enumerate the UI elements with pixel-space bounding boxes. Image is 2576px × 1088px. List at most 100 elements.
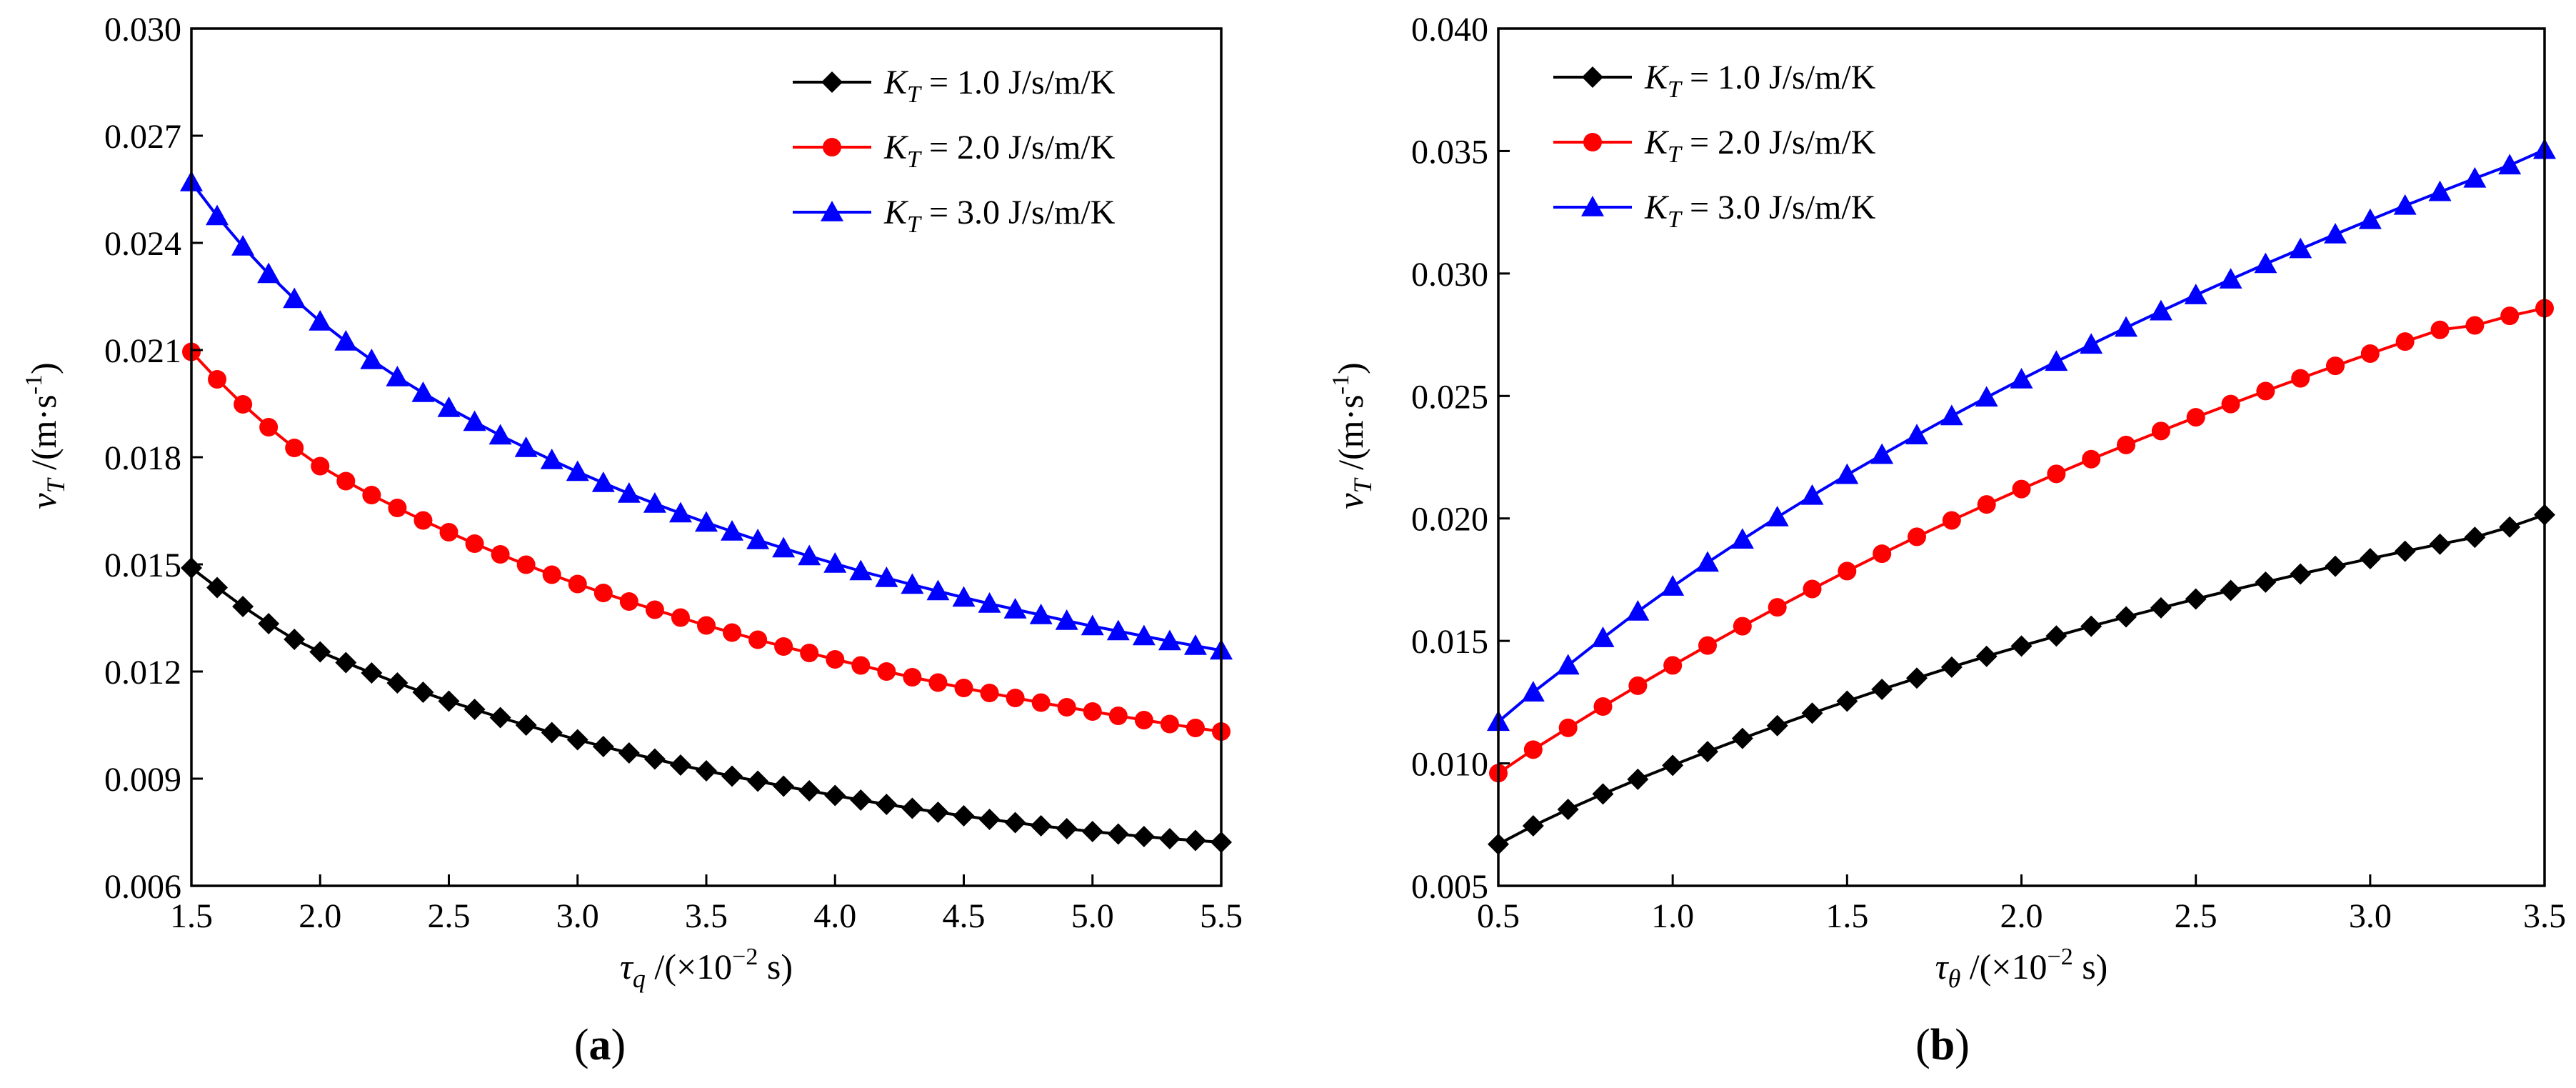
data-point — [721, 765, 743, 787]
data-point — [1906, 667, 1928, 689]
x-tick-label: 3.0 — [2349, 897, 2392, 935]
data-point — [568, 574, 587, 594]
data-point — [1940, 656, 1963, 678]
data-point — [2359, 547, 2381, 569]
data-point — [1056, 818, 1078, 839]
data-point — [1160, 714, 1179, 734]
data-point — [566, 729, 588, 751]
data-point — [668, 501, 692, 523]
data-point — [927, 802, 949, 823]
x-tick-label: 2.0 — [2000, 897, 2043, 935]
data-point — [1663, 656, 1683, 675]
y-tick-label: 0.024 — [104, 225, 181, 263]
data-point — [875, 567, 898, 587]
data-point — [1006, 689, 1025, 707]
panel-b: 0.5 1.0 1.5 2.0 2.5 3.0 3.5 0.005 0.010 0.015 0.02… — [1328, 11, 2566, 1069]
data-point — [1870, 443, 1894, 464]
data-point — [2082, 449, 2101, 469]
data-point — [1083, 702, 1102, 721]
data-point — [283, 287, 306, 309]
data-point — [901, 573, 924, 594]
data-point — [285, 439, 304, 457]
data-point — [489, 707, 511, 729]
data-point — [2360, 344, 2380, 363]
series-2 — [182, 342, 1231, 741]
data-point — [1029, 604, 1053, 624]
data-point — [669, 754, 691, 776]
data-point — [258, 613, 280, 634]
data-point — [1803, 579, 1822, 599]
data-point — [1134, 711, 1153, 729]
data-point — [1942, 511, 1961, 530]
data-point — [980, 684, 999, 702]
data-point — [2393, 194, 2417, 215]
data-point — [826, 650, 845, 669]
y-tick-label: 0.030 — [1411, 256, 1488, 294]
y-tick-label: 0.015 — [1411, 623, 1488, 661]
series-line — [190, 181, 1222, 652]
data-point — [1003, 598, 1027, 619]
data-point — [2045, 625, 2068, 647]
data-point — [1800, 484, 1824, 505]
x-tick-label: 5.5 — [1200, 897, 1243, 935]
x-axis-label: τθ /(×10−2 s) — [1935, 944, 2108, 993]
data-point — [566, 460, 589, 481]
data-point — [748, 630, 768, 649]
data-point — [1975, 645, 1998, 667]
x-tick-label: 1.5 — [170, 897, 213, 935]
data-point — [2186, 408, 2205, 427]
y-axis-label: vT /(m·s-1) — [1328, 362, 1377, 509]
x-tick-label: 0.5 — [1477, 897, 1520, 935]
x-tick-label: 2.5 — [428, 897, 471, 935]
data-point — [1908, 527, 1926, 547]
data-point — [619, 592, 638, 611]
data-point — [2080, 333, 2103, 354]
data-point — [591, 471, 615, 492]
x-axis-label: τq /(×10−2 s) — [620, 944, 793, 993]
data-point — [800, 644, 819, 662]
data-point — [747, 770, 769, 792]
data-point — [1186, 719, 1205, 737]
data-point — [823, 552, 847, 573]
data-point — [1081, 614, 1104, 636]
data-point — [2115, 316, 2138, 337]
legend-marker — [1581, 196, 1604, 216]
data-point — [1132, 624, 1156, 646]
data-point — [1766, 714, 1788, 737]
y-axis-label: vT /(m·s-1) — [21, 362, 70, 509]
data-point — [541, 722, 563, 744]
y-tick-label: 0.005 — [1411, 868, 1488, 906]
data-point — [1871, 679, 1893, 701]
data-point — [1768, 598, 1787, 617]
data-point — [2256, 381, 2275, 401]
data-point — [2080, 615, 2103, 637]
x-tick-label: 2.5 — [2175, 897, 2217, 935]
data-point — [1730, 528, 1754, 549]
data-point — [1106, 619, 1130, 641]
data-point — [463, 699, 486, 720]
data-point — [463, 410, 486, 431]
data-point — [978, 809, 1001, 830]
data-point — [952, 586, 976, 607]
y-tick-label: 0.040 — [1411, 11, 1488, 49]
data-point — [1591, 627, 1615, 647]
data-point — [2464, 526, 2486, 549]
data-point — [206, 204, 229, 226]
data-point — [1733, 617, 1752, 636]
x-tick-label: 3.5 — [2523, 897, 2566, 935]
data-point — [2117, 435, 2135, 454]
data-point — [232, 596, 254, 617]
data-point — [516, 555, 536, 574]
data-point — [1698, 636, 1717, 655]
data-point — [2430, 320, 2450, 339]
data-point — [926, 579, 950, 601]
data-point — [1521, 681, 1545, 702]
data-point — [671, 608, 690, 627]
data-point — [439, 523, 458, 541]
y-tick-label: 0.010 — [1411, 746, 1488, 784]
data-point — [849, 559, 873, 581]
data-point — [388, 499, 407, 517]
legend-label: KT = 2.0 J/s/m/K — [1644, 124, 1876, 168]
y-tick-label: 0.009 — [104, 761, 181, 799]
data-point — [697, 616, 716, 635]
